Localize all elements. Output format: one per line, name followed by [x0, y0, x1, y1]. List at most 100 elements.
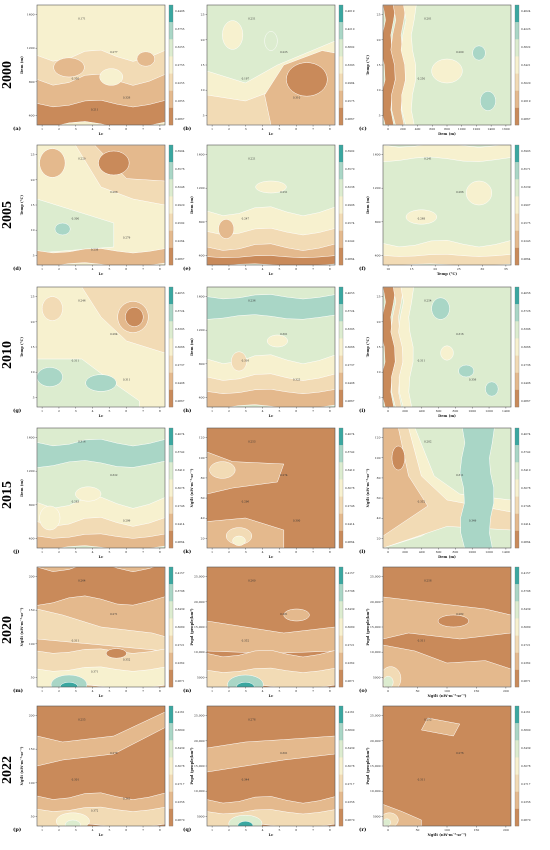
colorbar-tick-label: 0.4053	[345, 291, 355, 295]
contour-field	[207, 567, 335, 687]
contour-field	[37, 145, 165, 265]
x-tick-label: 1	[211, 550, 213, 554]
colorbar-segment	[515, 321, 519, 339]
x-tick-label: 400	[415, 127, 421, 131]
x-tick-label: 1	[41, 550, 43, 554]
y-tick-label: 25	[377, 13, 381, 17]
y-axis-label: Ngtlt (nW·m⁻²·sr⁻¹)	[20, 607, 24, 646]
x-tick-label: 3	[75, 550, 77, 554]
contour-label: 0.300	[72, 216, 80, 220]
colorbar-tick-label: 0.3395	[345, 327, 355, 331]
y-axis-label: Temp (°C)	[20, 195, 24, 215]
colorbar-segment	[515, 90, 519, 109]
x-tick-label: 2	[228, 409, 230, 413]
x-axis-label: Lc	[269, 555, 275, 559]
panel-letter: (d)	[13, 265, 21, 272]
colorbar: 0.4624 0.4223 0.3822 0.3421 0.3020 0.2619 0.08…	[514, 4, 531, 126]
colorbar-tick-label: 0.0870	[175, 818, 185, 822]
y-tick-label: 120	[199, 436, 205, 440]
contour-label: 0.238	[91, 248, 99, 252]
x-tick-label: 600	[429, 127, 435, 131]
panel-n: 0.260 0.281 0.352 1 2 3 4 5 6 7 8 25,000 20,000 15,00…	[177, 566, 357, 707]
panel-letter: (e)	[183, 265, 191, 272]
colorbar-segment	[339, 530, 343, 549]
panel-letter: (a)	[13, 125, 21, 132]
colorbar-segment	[169, 145, 173, 163]
x-tick-label: 4	[262, 828, 264, 832]
x-tick-label: 1	[211, 127, 213, 131]
contour-label: 0.221	[248, 156, 256, 160]
colorbar-segment	[515, 73, 519, 91]
x-tick-label: 4	[262, 409, 264, 413]
x-tick-label: 2	[58, 828, 60, 832]
y-tick-label: 1200	[373, 186, 381, 190]
y-tick-label: 1200	[27, 46, 35, 50]
y-tick-label: 5	[33, 395, 35, 399]
colorbar-tick-label: 0.0867	[521, 399, 531, 403]
y-tick-label: 25,000	[370, 714, 381, 718]
colorbar-tick-label: 0.3078	[521, 764, 531, 768]
panel-g: 0.246 0.264 0.311 0.311 1 2 3 4 5 6 7 8 25 20 15 10 5 Lc T…	[7, 286, 187, 427]
colorbar-segment	[169, 247, 173, 266]
colorbar-tick-label: 0.2362	[345, 661, 355, 665]
y-tick-label: 800	[29, 503, 35, 507]
colorbar-segment	[515, 496, 519, 514]
heatmap-i: 0.254 0.316 0.311 0.356 0 200 400 600 800 1000 120…	[359, 286, 531, 418]
y-tick-label: 20	[31, 320, 35, 324]
contour-label: 0.311	[418, 777, 426, 781]
colorbar-segment	[515, 355, 519, 373]
x-tick-label: 8	[159, 550, 161, 554]
y-tick-label: 5	[33, 253, 35, 257]
panel-letter: (f)	[359, 265, 366, 272]
contour-label: 0.271	[110, 612, 118, 616]
contour-label: 0.258	[424, 578, 432, 582]
x-tick-label: 4	[92, 828, 94, 832]
contour-label: 0.282	[424, 439, 432, 443]
x-tick-label: 1	[41, 828, 43, 832]
y-tick-label: 400	[199, 395, 205, 399]
colorbar-tick-label: 0.2755	[175, 63, 185, 67]
contour-label: 0.341	[123, 797, 131, 801]
colorbar-tick-label: 0.4074	[175, 432, 185, 436]
x-tick-label: 1	[211, 267, 213, 271]
panel-k: 0.253 0.274 0.296 0.300 1 2 3 4 5 6 7 8 120 100 80 60 40…	[177, 427, 357, 568]
colorbar-tick-label: 0.3724	[345, 309, 355, 313]
x-tick-label: 200	[503, 689, 509, 693]
x-tick-label: 7	[142, 267, 144, 271]
contour-label: 0.200	[456, 50, 464, 54]
colorbar-segment	[339, 196, 343, 214]
colorbar-tick-label: 0.4053	[175, 291, 185, 295]
y-tick-label: 15,000	[370, 764, 381, 768]
colorbar-segment	[339, 321, 343, 339]
x-axis-label: Temp (°C)	[437, 272, 457, 276]
colorbar-segment	[169, 56, 173, 74]
panel-letter: (i)	[359, 407, 366, 414]
x-tick-label: 8	[159, 409, 161, 413]
heatmap-f: 0.241 0.266 0.268 10 15 20 25 30 35 1600 1200 800 40…	[359, 144, 531, 276]
x-tick-label: 8	[159, 127, 161, 131]
colorbar-tick-label: 0.3020	[521, 81, 531, 85]
colorbar: 0.4074 0.3742 0.3410 0.3078 0.2746 0.2414 0.08…	[338, 427, 355, 549]
colorbar-segment	[339, 462, 343, 480]
y-axis-label: Popd (people/km²)	[366, 747, 370, 785]
colorbar-tick-label: 0.3080	[521, 625, 531, 629]
colorbar-tick-label: 0.2264	[175, 239, 185, 243]
colorbar-segment	[339, 90, 343, 109]
x-tick-label: 8	[329, 828, 331, 832]
colorbar-segment	[339, 247, 343, 266]
colorbar-tick-label: 0.3571	[521, 167, 531, 171]
panel-letter: (l)	[359, 548, 366, 555]
contour-field	[37, 567, 165, 687]
colorbar-tick-label: 0.0867	[521, 117, 531, 121]
panel-letter: (n)	[183, 687, 191, 694]
contour-label: 0.268	[110, 190, 118, 194]
colorbar-tick-label: 0.4074	[345, 432, 355, 436]
x-tick-label: 6	[295, 127, 297, 131]
colorbar-tick-label: 0.3239	[521, 185, 531, 189]
contour-label: 0.260	[248, 578, 256, 582]
x-tick-label: 7	[142, 409, 144, 413]
heatmap-m: 0.264 0.271 0.311 0.352 0.371 1 2 3 4 5 6 7 8 200 150 1…	[13, 566, 185, 698]
colorbar-tick-label: 0.3903	[521, 149, 531, 153]
contour-field	[383, 567, 511, 687]
